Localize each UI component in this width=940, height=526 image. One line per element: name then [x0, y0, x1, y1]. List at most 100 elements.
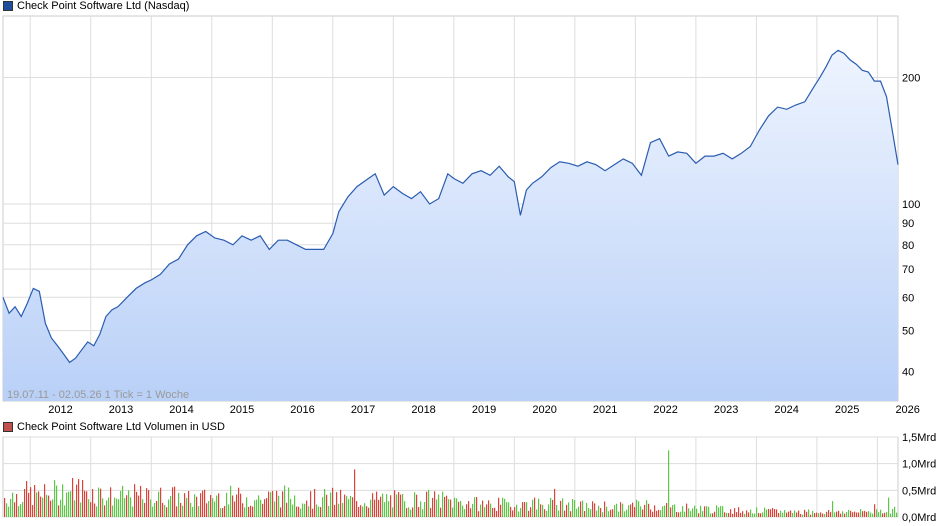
volume-bar [178, 492, 180, 517]
volume-bar [872, 513, 874, 517]
volume-bar [592, 501, 594, 517]
volume-bar [12, 492, 14, 517]
volume-bar [66, 492, 68, 517]
volume-bar [804, 509, 806, 517]
volume-bar [182, 505, 184, 517]
x-tick-label: 2023 [714, 404, 738, 416]
price-y-tick-label: 50 [902, 326, 914, 338]
volume-bar [282, 491, 284, 517]
x-tick-label: 2020 [532, 404, 556, 416]
volume-bar [300, 508, 302, 517]
volume-bar [542, 504, 544, 517]
volume-bar [818, 513, 820, 517]
x-tick-label: 2016 [290, 404, 314, 416]
volume-bar [218, 493, 220, 517]
volume-bar [812, 511, 814, 517]
volume-bar [868, 511, 870, 517]
volume-bar [414, 492, 416, 517]
volume-bar [244, 507, 246, 517]
volume-bar [534, 497, 536, 517]
volume-bar [124, 498, 126, 517]
volume-bar [630, 504, 632, 517]
volume-bar [78, 479, 80, 517]
volume-bar [150, 499, 152, 517]
volume-bar [64, 505, 66, 517]
volume-bar [826, 511, 828, 517]
volume-bar [650, 509, 652, 517]
volume-bar [732, 513, 734, 517]
volume-bar [742, 511, 744, 517]
volume-bar [98, 487, 100, 517]
volume-bar [302, 503, 304, 517]
volume-bar [552, 499, 554, 517]
volume-bar [422, 509, 424, 517]
volume-bar [242, 503, 244, 517]
volume-bar [386, 494, 388, 517]
volume-bar [418, 507, 420, 517]
volume-bar [738, 507, 740, 517]
volume-bar [194, 494, 196, 517]
volume-bar [100, 488, 102, 517]
volume-bar [74, 500, 76, 517]
volume-bar [776, 509, 778, 517]
volume-bar [140, 485, 142, 517]
volume-bar [376, 491, 378, 517]
volume-bar [672, 505, 674, 517]
volume-bar [806, 511, 808, 517]
volume-bar [830, 512, 832, 517]
volume-bar [294, 495, 296, 517]
price-y-tick-label: 40 [902, 366, 914, 378]
volume-bar [290, 499, 292, 517]
volume-bar [866, 511, 868, 517]
volume-bar [880, 509, 882, 517]
volume-bar [658, 509, 660, 517]
volume-bar [406, 508, 408, 517]
volume-bar [272, 491, 274, 517]
volume-bar [660, 510, 662, 517]
volume-bar [72, 478, 74, 517]
volume-bar [798, 510, 800, 517]
volume-bar [670, 507, 672, 517]
volume-bar [604, 501, 606, 517]
volume-bar [32, 505, 34, 517]
volume-bar [466, 504, 468, 517]
volume-bar [18, 506, 20, 517]
volume-bar [774, 509, 776, 517]
range-label: 19.07.11 - 02.05.26 1 Tick = 1 Woche [7, 389, 189, 401]
volume-bar [184, 493, 186, 517]
volume-bar [864, 510, 866, 517]
volume-bar [768, 508, 770, 517]
x-axis-ticks: 2012 2013 2014 2015 2016 2017 2018 2019 2020 2021… [48, 404, 920, 416]
volume-bar [374, 499, 376, 517]
volume-bar [164, 505, 166, 517]
volume-bar [198, 506, 200, 517]
volume-bar [352, 497, 354, 517]
volume-bar [514, 507, 516, 517]
volume-bar [402, 494, 404, 517]
volume-bar [572, 499, 574, 517]
volume-bar [104, 505, 106, 517]
volume-bar [884, 512, 886, 517]
volume-bar [214, 501, 216, 517]
volume-bar [256, 499, 258, 517]
volume-bar [70, 491, 72, 517]
volume-bar [894, 506, 896, 517]
volume-bar [330, 492, 332, 517]
volume-bar [364, 503, 366, 517]
volume-bar [274, 501, 276, 517]
volume-bar [324, 489, 326, 517]
volume-bar [216, 495, 218, 517]
volume-bar [596, 510, 598, 517]
volume-bar [638, 501, 640, 517]
volume-bar [314, 489, 316, 517]
volume-bar [612, 509, 614, 517]
volume-bar [368, 507, 370, 517]
volume-bar [462, 505, 464, 517]
volume-bar [156, 501, 158, 517]
volume-bar [736, 512, 738, 517]
volume-bar [632, 502, 634, 517]
volume-bar [26, 481, 28, 517]
price-y-tick-label: 80 [902, 240, 914, 252]
volume-bar [484, 507, 486, 517]
volume-bar [46, 494, 48, 517]
